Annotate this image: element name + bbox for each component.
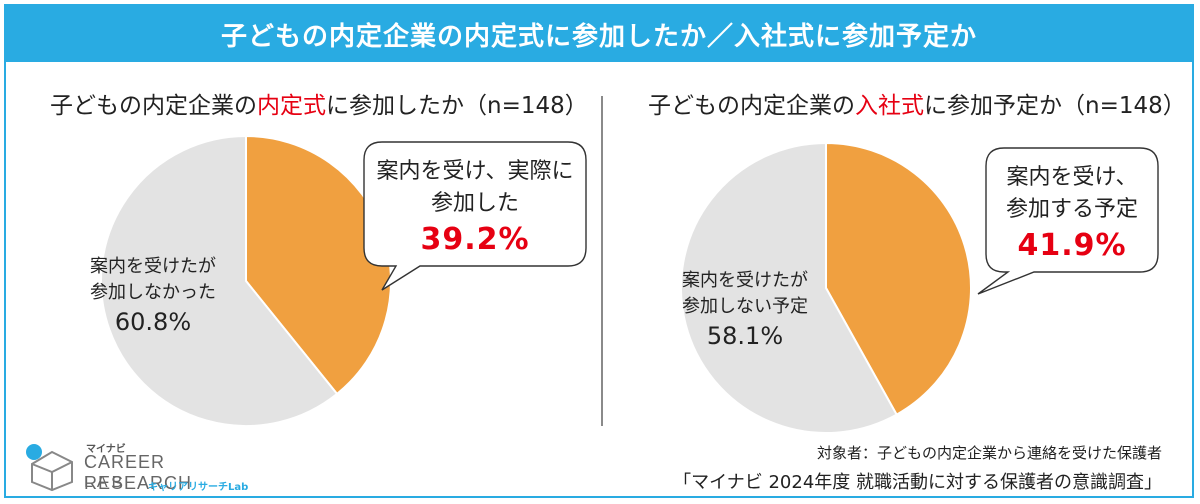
- left-callout-pct: 39.2%: [420, 222, 530, 257]
- left-title-pre: 子どもの内定企業の: [50, 93, 257, 119]
- left-other-label: 案内を受けたが 参加しなかった 60.8%: [68, 254, 238, 338]
- right-slice-will-not-attend: [680, 141, 899, 434]
- source-note: 対象者：子どもの内定企業から連絡を受けた保護者: [816, 444, 1162, 462]
- logo-cube-icon: [26, 444, 73, 492]
- right-callout-pct: 41.9%: [1017, 228, 1127, 263]
- logo-kana: キャリアリサーチLab: [148, 482, 249, 493]
- right-pie-chart: [680, 141, 972, 434]
- left-callout-line2: 参加した: [430, 191, 519, 216]
- right-callout-line2: 参加する予定: [1005, 197, 1138, 222]
- left-other-line2: 参加しなかった: [90, 282, 216, 303]
- right-panel-title: 子どもの内定企業の入社式に参加予定か（n=148）: [648, 86, 1186, 120]
- left-other-pct: 60.8%: [114, 308, 192, 336]
- right-callout-text: 案内を受け、 参加する予定 41.9%: [986, 162, 1158, 266]
- left-slice-not-attended: [100, 134, 339, 427]
- right-title-highlight: 入社式: [855, 93, 924, 119]
- header-banner: 子どもの内定企業の内定式に参加したか／入社式に参加予定か: [6, 6, 1192, 62]
- right-other-line1: 案内を受けたが: [682, 270, 808, 291]
- career-research-lab-logo: マイナビ CAREER RESEARCH LAB キャリアリサーチLab: [24, 442, 264, 493]
- right-other-label: 案内を受けたが 参加しない予定 58.1%: [660, 268, 830, 352]
- right-other-pct: 58.1%: [706, 322, 784, 350]
- right-title-post: に参加予定か（n=148）: [924, 93, 1186, 119]
- right-callout-bubble: [977, 147, 1159, 295]
- infographic-frame: 子どもの内定企業の内定式に参加したか／入社式に参加予定か 子どもの内定企業の内定…: [4, 4, 1194, 498]
- left-panel-title: 子どもの内定企業の内定式に参加したか（n=148）: [50, 86, 588, 120]
- left-title-highlight: 内定式: [257, 93, 326, 119]
- left-callout-bubble: [363, 141, 587, 291]
- right-callout-line1: 案内を受け、: [1006, 165, 1138, 190]
- right-title-pre: 子どもの内定企業の: [648, 93, 855, 119]
- left-other-line1: 案内を受けたが: [90, 256, 216, 277]
- logo-line1: CAREER RESEARCH: [84, 452, 193, 493]
- logo-line2: LAB: [84, 474, 127, 491]
- survey-name: 「マイナビ 2024年度 就職活動に対する保護者の意識調査」: [673, 472, 1162, 493]
- header-title: 子どもの内定企業の内定式に参加したか／入社式に参加予定か: [220, 21, 977, 52]
- right-slice-will-attend: [825, 141, 972, 416]
- logo-brand: マイナビ: [86, 444, 126, 455]
- left-title-post: に参加したか（n=148）: [326, 93, 588, 119]
- panel-divider: [601, 96, 603, 426]
- left-callout-line1: 案内を受け、実際に: [376, 159, 574, 184]
- left-callout-text: 案内を受け、実際に 参加した 39.2%: [364, 156, 586, 260]
- right-other-line2: 参加しない予定: [682, 296, 808, 317]
- left-pie-chart: [100, 134, 392, 427]
